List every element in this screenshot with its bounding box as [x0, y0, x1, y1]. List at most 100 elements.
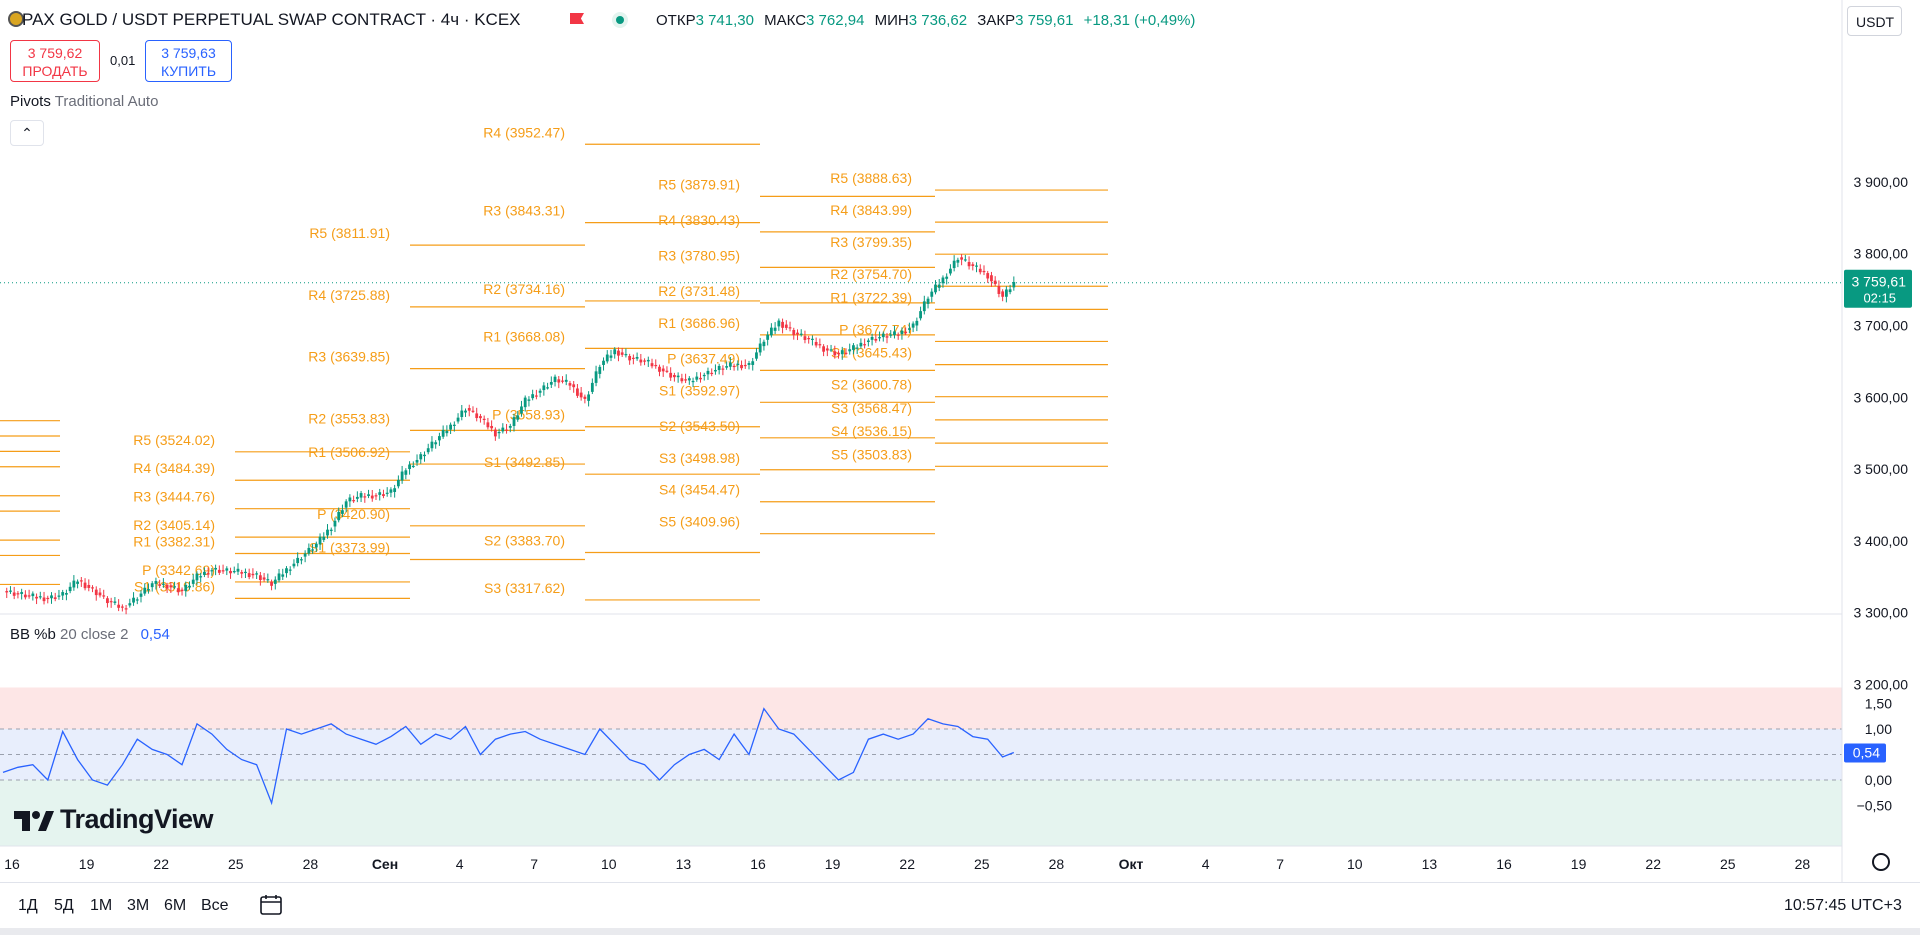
- time-tick-6: 4: [456, 856, 464, 872]
- candle-body-103: [385, 492, 389, 494]
- price-tick-7: 3 200,00: [1854, 676, 1909, 692]
- pivot-label-2-4: R1 (3506.92): [308, 444, 390, 460]
- candle-body-191: [714, 369, 717, 372]
- candle-body-23: [87, 584, 91, 588]
- chevron-up-icon[interactable]: ⌃: [10, 120, 44, 146]
- coin-logo-icon: [8, 11, 24, 27]
- candle-body-223: [833, 351, 837, 356]
- candle-body-217: [811, 338, 814, 340]
- candle-body-187: [699, 377, 702, 380]
- timeframe-5[interactable]: Все: [201, 897, 229, 914]
- candle-body-195: [728, 362, 732, 367]
- candle-body-146: [546, 387, 549, 389]
- candle-body-202: [755, 352, 758, 359]
- gear-icon[interactable]: [1872, 853, 1890, 871]
- timeframe-3[interactable]: 3М: [127, 897, 150, 914]
- market-open-icon: [612, 12, 628, 28]
- candle-body-118: [441, 429, 445, 437]
- candle-body-18: [68, 586, 72, 592]
- clock[interactable]: 10:57:45 UTC+3: [1784, 897, 1902, 914]
- pivots-legend[interactable]: Pivots Traditional Auto: [10, 93, 158, 110]
- candle-body-31: [117, 604, 121, 608]
- time-tick-11: 19: [825, 856, 841, 872]
- time-tick-13: 25: [974, 856, 990, 872]
- timeframe-2[interactable]: 1М: [90, 897, 113, 914]
- candle-body-240: [896, 334, 900, 336]
- candle-body-192: [717, 365, 721, 370]
- candle-body-117: [438, 436, 441, 441]
- sell-button[interactable]: 3 759,62 ПРОДАТЬ: [10, 40, 100, 82]
- candle-body-51: [191, 579, 195, 584]
- candle-body-226: [844, 352, 848, 354]
- osc-tick-1: 1,00: [1865, 721, 1892, 737]
- candle-body-262: [978, 268, 982, 273]
- candle-body-168: [628, 355, 632, 361]
- timeframe-0[interactable]: 1Д: [18, 897, 38, 914]
- candle-body-49: [184, 584, 188, 592]
- pivot-label-5-1: R4 (3843.99): [830, 202, 912, 218]
- candle-body-64: [240, 572, 244, 574]
- candle-body-126: [471, 410, 475, 412]
- timeframe-1[interactable]: 5Д: [54, 897, 74, 914]
- candle-body-10: [38, 596, 42, 598]
- candle-body-62: [232, 571, 236, 573]
- candle-body-38: [143, 587, 147, 594]
- pivot-label-5-7: S2 (3600.78): [831, 377, 912, 393]
- tradingview-logo-icon: [14, 811, 54, 831]
- time-tick-18: 10: [1347, 856, 1363, 872]
- time-tick-15: Окт: [1119, 856, 1144, 872]
- candle-body-73: [273, 579, 277, 584]
- candle-body-44: [165, 584, 169, 589]
- candle-body-68: [255, 573, 259, 575]
- candle-body-178: [665, 370, 669, 372]
- bb-legend[interactable]: BB %b 20 close 2 0,54: [10, 626, 170, 643]
- candle-body-125: [467, 408, 471, 411]
- timeframe-4[interactable]: 6М: [164, 897, 187, 914]
- candle-body-180: [673, 375, 676, 378]
- candle-body-207: [773, 327, 777, 331]
- candle-body-157: [587, 394, 591, 401]
- buy-button[interactable]: 3 759,63 КУПИТЬ: [145, 40, 232, 82]
- pivot-label-4-9: S4 (3454.47): [659, 482, 740, 498]
- candle-body-132: [493, 429, 497, 437]
- candle-body-237: [885, 336, 889, 338]
- symbol-title[interactable]: PAX GOLD / USDT PERPETUAL SWAP CONTRACT …: [22, 10, 521, 29]
- candle-body-188: [702, 374, 706, 377]
- candle-body-65: [244, 571, 247, 574]
- flag-icon[interactable]: [570, 13, 584, 24]
- time-tick-9: 13: [676, 856, 692, 872]
- candle-body-80: [300, 559, 303, 561]
- candle-body-248: [926, 298, 930, 304]
- candle-body-214: [799, 333, 803, 335]
- ohlc-values: ОТКР3 741,30 МАКС3 762,94 МИН3 736,62 ЗА…: [650, 12, 1195, 29]
- candle-body-190: [710, 372, 714, 375]
- price-tick-2: 3 700,00: [1854, 317, 1909, 333]
- candle-body-204: [762, 341, 766, 347]
- countdown-value: 02:15: [1863, 291, 1896, 306]
- candle-body-59: [221, 570, 225, 572]
- candle-body-28: [106, 598, 109, 604]
- candle-body-185: [691, 380, 695, 383]
- candle-body-127: [475, 413, 479, 419]
- candle-body-79: [296, 557, 300, 564]
- candle-body-270: [1008, 289, 1012, 293]
- candle-body-259: [967, 261, 971, 267]
- candle-body-253: [945, 276, 949, 279]
- high-value: 3 762,94: [806, 12, 865, 29]
- candle-body-25: [94, 589, 98, 596]
- candle-body-39: [147, 589, 150, 591]
- pivot-label-5-2: R3 (3799.35): [830, 234, 912, 250]
- candle-body-236: [881, 333, 885, 338]
- candle-body-113: [423, 454, 426, 457]
- candle-body-230: [859, 342, 863, 347]
- calendar-icon[interactable]: [259, 893, 283, 917]
- time-tick-22: 22: [1645, 856, 1661, 872]
- bb-params: 20 close 2: [60, 626, 129, 643]
- candle-body-151: [564, 379, 568, 382]
- candle-body-231: [863, 344, 867, 346]
- candle-body-108: [404, 470, 408, 475]
- candle-body-61: [229, 570, 232, 574]
- candle-body-241: [900, 330, 904, 335]
- currency-selector[interactable]: USDT: [1847, 6, 1902, 36]
